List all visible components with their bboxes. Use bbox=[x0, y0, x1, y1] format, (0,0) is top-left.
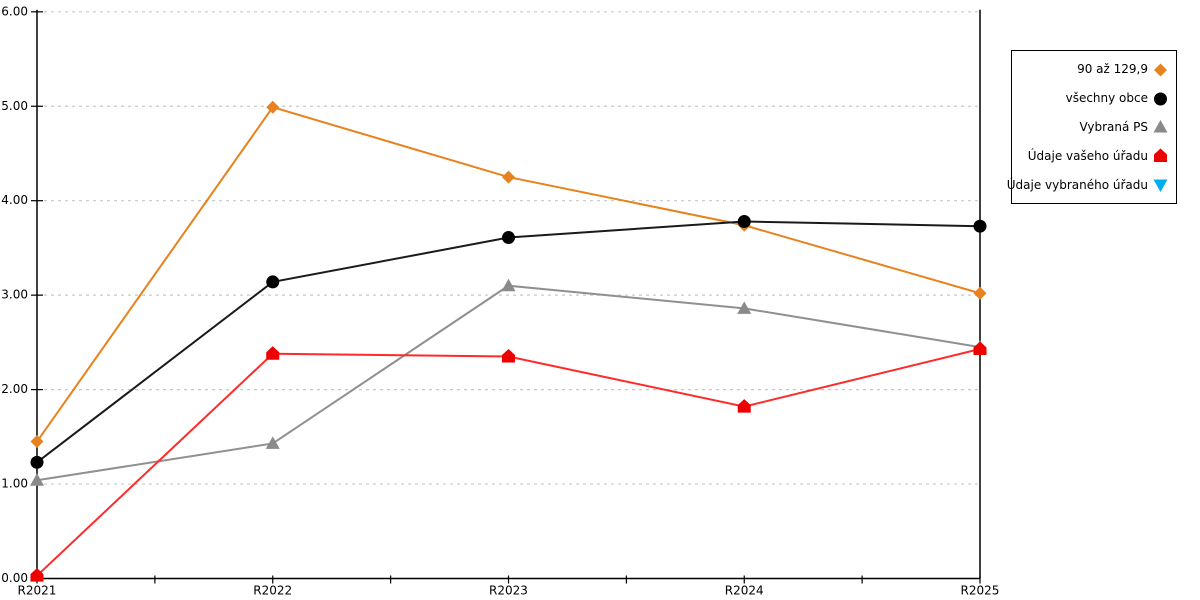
legend-label: 90 až 129,9 bbox=[1077, 62, 1148, 77]
data-point-diamond bbox=[973, 286, 987, 300]
data-point-circle bbox=[502, 231, 515, 245]
y-tick-label: 0.00 bbox=[1, 571, 28, 585]
series-line-pentagon bbox=[36, 348, 981, 577]
data-point-triangle-up bbox=[265, 436, 280, 449]
data-point-triangle-up bbox=[30, 473, 44, 486]
legend-item: všechny obce bbox=[1016, 91, 1168, 106]
legend-item: Vybraná PS bbox=[1016, 119, 1168, 134]
triangle-down-marker bbox=[1153, 179, 1168, 193]
circle-marker bbox=[1154, 92, 1167, 106]
legend-label: Údaje vašeho úřadu bbox=[1027, 148, 1148, 163]
legend: 90 až 129,9 všechny obce Vybraná PS Údaje v… bbox=[1007, 50, 1177, 204]
data-point-pentagon bbox=[737, 399, 751, 413]
y-tick-label: 1.00 bbox=[1, 477, 28, 491]
legend-label: všechny obce bbox=[1065, 91, 1148, 106]
x-tick-label: R2022 bbox=[253, 584, 292, 598]
data-point-pentagon bbox=[502, 349, 515, 363]
legend-label: Vybraná PS bbox=[1079, 119, 1148, 134]
series-line-circle bbox=[36, 220, 981, 464]
circle-icon bbox=[1154, 92, 1167, 106]
x-tick-label: R2021 bbox=[18, 584, 57, 598]
data-point-circle bbox=[973, 219, 987, 233]
y-tick-label: 3.00 bbox=[1, 288, 28, 302]
data-point-pentagon bbox=[973, 341, 987, 355]
y-tick-label: 4.00 bbox=[1, 193, 28, 207]
triangle-down-icon bbox=[1153, 179, 1168, 193]
diamond-marker bbox=[1154, 63, 1167, 77]
legend-item: 90 až 129,9 bbox=[1016, 62, 1168, 77]
pentagon-icon bbox=[1154, 148, 1167, 163]
legend-item: Údaje vašeho úřadu bbox=[1016, 148, 1168, 163]
data-point-diamond bbox=[502, 170, 515, 184]
y-tick-label: 6.00 bbox=[1, 4, 28, 18]
series-line-diamond bbox=[36, 106, 981, 443]
triangle-up-marker bbox=[1153, 120, 1168, 133]
x-tick-label: R2024 bbox=[725, 584, 764, 598]
data-point-pentagon bbox=[266, 346, 280, 360]
data-point-triangle-up bbox=[501, 278, 516, 292]
data-point-diamond bbox=[266, 100, 280, 114]
data-point-circle bbox=[266, 275, 280, 289]
legend-item: Údaje vybraného úřadu bbox=[1007, 177, 1168, 193]
x-tick-label: R2025 bbox=[961, 584, 1000, 598]
data-point-triangle-up bbox=[737, 301, 752, 314]
triangle-up-icon bbox=[1153, 120, 1168, 133]
data-point-diamond bbox=[30, 435, 44, 449]
y-tick-label: 2.00 bbox=[1, 382, 28, 396]
data-point-pentagon bbox=[30, 568, 44, 582]
pentagon-marker bbox=[1154, 148, 1167, 163]
y-tick-label: 5.00 bbox=[1, 99, 28, 113]
data-point-circle bbox=[30, 455, 44, 469]
x-tick-label: R2023 bbox=[489, 584, 528, 598]
diamond-icon bbox=[1154, 63, 1167, 77]
data-point-circle bbox=[737, 214, 751, 228]
legend-label: Údaje vybraného úřadu bbox=[1006, 177, 1148, 192]
